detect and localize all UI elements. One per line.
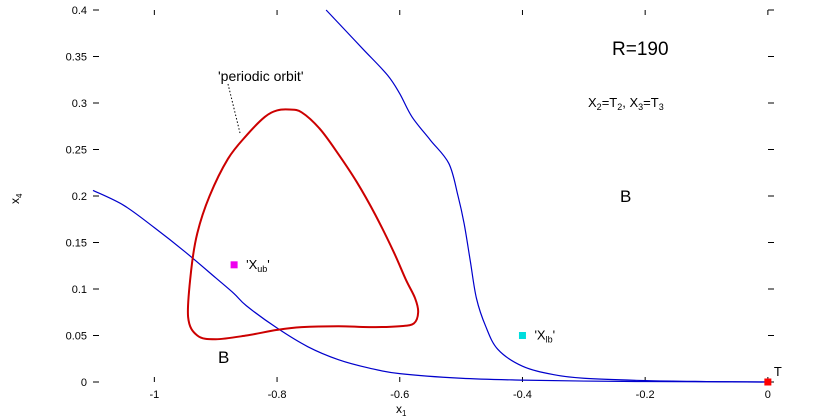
condition-part-5: 3 (638, 102, 643, 112)
basin-label-right: B (620, 187, 631, 206)
orbit-label-leader (227, 83, 241, 134)
condition-part-2: =T (602, 95, 618, 110)
y-axis-ticks: 0 0.05 0.1 0.15 0.2 0.25 0.3 0.35 0.4 (66, 5, 774, 389)
y-tick-label: 0.4 (72, 5, 87, 17)
condition-part-1: 2 (597, 102, 602, 112)
condition-part-0: X (588, 95, 597, 110)
x-axis-label-sub: 1 (402, 409, 407, 418)
marker-group: 'Xub' 'Xlb' T (230, 257, 782, 386)
marker-label: T (774, 364, 782, 379)
y-tick-label: 0.35 (66, 52, 87, 64)
y-tick-label: 0.2 (72, 191, 87, 203)
y-axis-label: x4 (8, 193, 24, 204)
y-tick-label: 0.1 (72, 284, 87, 296)
marker-point (230, 261, 238, 269)
x-tick-label: 0 (765, 389, 771, 401)
condition-label: X2=T2, X3=T3 (588, 95, 664, 112)
x-axis-label: x1 (396, 402, 407, 418)
x-tick-label: -1 (149, 389, 159, 401)
x-tick-label: -0.6 (390, 389, 409, 401)
y-tick-label: 0.25 (66, 145, 87, 157)
y-axis-label-sub: 4 (15, 193, 24, 198)
condition-part-3: 2 (617, 102, 622, 112)
periodic-orbit-curve (186, 108, 420, 341)
marker-point (518, 332, 526, 339)
x-axis-label-main: x (396, 402, 402, 416)
y-tick-label: 0.15 (66, 238, 87, 250)
series-group (92, 9, 768, 383)
condition-part-4: , X (622, 95, 638, 110)
y-tick-label: 0.3 (72, 98, 87, 110)
r-label: R=190 (612, 39, 669, 60)
condition-part-6: =T (643, 95, 659, 110)
condition-part-7: 3 (659, 102, 664, 112)
orbit-label: 'periodic orbit' (218, 68, 304, 84)
marker-point (764, 378, 772, 386)
manifold-curve-1 (92, 189, 768, 383)
marker-label: 'Xub' (246, 257, 270, 274)
manifold-curve-2 (325, 9, 768, 383)
y-axis-label-main: x (8, 198, 22, 204)
x-axis-ticks: -1 -0.8 -0.6 -0.4 -0.2 0 (149, 10, 771, 401)
y-tick-label: 0 (81, 377, 87, 389)
x-tick-label: -0.4 (513, 389, 532, 401)
x-tick-label: -0.8 (268, 389, 287, 401)
marker-label: 'Xlb' (534, 328, 555, 345)
y-tick-label: 0.05 (66, 331, 87, 343)
x-tick-label: -0.2 (636, 389, 655, 401)
basin-label-left: B (218, 348, 229, 367)
